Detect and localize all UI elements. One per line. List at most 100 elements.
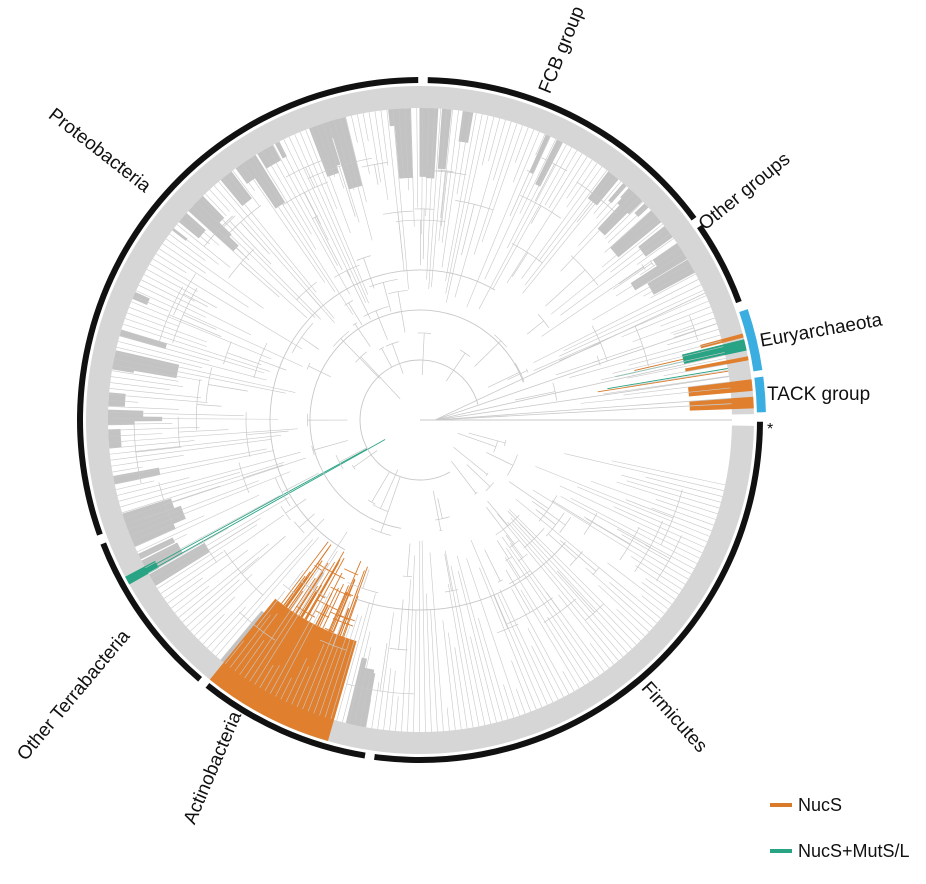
backbone-arc [270, 270, 495, 550]
branch-tip [445, 551, 479, 727]
ring-shade [588, 171, 619, 205]
branch-tip [516, 499, 661, 618]
branch-tip [656, 499, 716, 519]
branch-stem [179, 430, 229, 432]
branch-stem [645, 545, 670, 559]
branch-stem [407, 544, 410, 577]
branch-tip [474, 123, 517, 254]
branch-stem [372, 472, 390, 502]
branch-stem [488, 372, 520, 387]
branch-stem [509, 560, 520, 577]
branch-tip [482, 117, 494, 165]
branch-tip [111, 377, 183, 387]
branch-tip [413, 610, 416, 732]
branch-tip [515, 127, 528, 162]
branch-stem [374, 164, 378, 184]
branch-stem [506, 570, 530, 612]
branch-tip [134, 296, 169, 311]
branch-stem [475, 341, 501, 367]
branch-tip [455, 647, 467, 728]
clade-label-firmicutes: Firmicutes [637, 678, 711, 757]
branch-tip [622, 301, 709, 337]
branch-tip [431, 610, 438, 732]
branch-tip [455, 120, 506, 297]
branch-tip [369, 112, 381, 182]
branch-stem [339, 448, 367, 463]
branch-tip [642, 596, 665, 614]
branch-stem [467, 465, 490, 487]
branch-stem [546, 592, 560, 611]
branch-stem [532, 501, 565, 525]
clade-label-euryarchaeota: Euryarchaeota [758, 309, 884, 351]
branch-tip [390, 671, 396, 731]
archaea-branch [435, 404, 732, 420]
tack-bar [754, 377, 766, 413]
legend-swatch-nucs [770, 803, 792, 807]
branch-stem [242, 536, 285, 574]
branch-stem [508, 511, 535, 539]
branch-stem [552, 501, 591, 525]
branch-tip [247, 160, 335, 292]
terrabacteria-green-branch [158, 440, 385, 567]
branch-tip [479, 145, 566, 310]
branch-stem [380, 470, 397, 509]
branch-tip [417, 108, 418, 207]
branch-tip [108, 406, 178, 409]
branch-tip [482, 125, 523, 242]
branch-tip [357, 114, 369, 174]
branch-stem [382, 348, 392, 367]
branch-stem [165, 486, 220, 504]
branch-stem [286, 499, 307, 513]
branch-tip [168, 578, 203, 604]
branch-tip [372, 682, 379, 728]
branch-tip [533, 490, 685, 584]
branch-tip [129, 307, 179, 326]
branch-tip [503, 685, 513, 718]
branch-tip [447, 708, 449, 731]
branch-stem [302, 337, 319, 349]
archaea-branch [435, 377, 729, 420]
branch-stem [230, 221, 271, 264]
branch-stem [241, 263, 280, 297]
branch-tip [122, 462, 284, 512]
clade-label-other-terrabacteria: Other Terrabacteria [13, 626, 134, 765]
branch-tip [570, 498, 697, 564]
branch-stem [577, 197, 597, 222]
actinobacteria-branch [317, 605, 328, 626]
asterisk-marker: * [767, 421, 773, 438]
branch-stem [347, 271, 371, 319]
branch-tip [109, 441, 194, 449]
branch-tip [592, 264, 689, 320]
branch-tip [467, 558, 520, 715]
archaea-branch [435, 293, 705, 420]
branch-stem [218, 231, 249, 260]
branch-tip [638, 528, 700, 559]
branch-tip [396, 696, 399, 731]
branch-tip [500, 590, 553, 703]
clade-label-proteobacteria: Proteobacteria [44, 104, 155, 197]
branch-tip [631, 557, 682, 590]
branch-tip [498, 594, 547, 705]
branch-tip [549, 153, 582, 208]
branch-stem [355, 324, 370, 347]
branch-tip [113, 449, 266, 478]
branch-stem [306, 291, 320, 307]
branch-tip [186, 580, 239, 627]
branch-tip [252, 157, 352, 315]
branch-stem [208, 385, 248, 392]
branch-stem [197, 405, 222, 407]
branch-tip [166, 239, 263, 309]
branch-tip [617, 482, 718, 514]
branch-stem [560, 540, 596, 571]
branch-tip [363, 113, 368, 141]
branch-tip [159, 249, 248, 308]
archaea-branch [435, 398, 731, 420]
branch-tip [446, 116, 488, 303]
branch-stem [313, 440, 348, 450]
legend-item-nucs: NucS [770, 792, 910, 818]
branch-tip [563, 671, 574, 691]
branch-stem [527, 321, 544, 334]
branch-tip [505, 557, 584, 685]
branch-tip [111, 455, 183, 466]
archaea-branch [435, 324, 717, 420]
